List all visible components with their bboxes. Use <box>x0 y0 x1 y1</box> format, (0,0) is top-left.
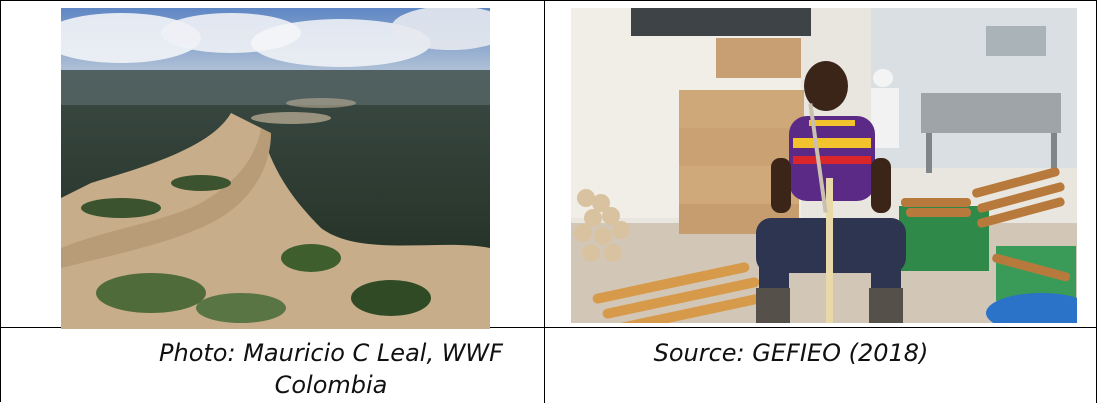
right-photo-caption: Source: GEFIEO (2018) <box>653 339 929 367</box>
left-photo-caption: Photo: Mauricio C Leal, WWF Colombia <box>159 339 503 399</box>
aerial-river-photo <box>61 8 490 329</box>
sugarcane-worker-photo <box>571 8 1077 323</box>
worker-sugarcane-peeling-icon <box>571 8 1077 323</box>
row-divider-horizontal <box>1 327 1097 328</box>
aerial-river-rainforest-icon <box>61 8 490 329</box>
table-border-right <box>1096 1 1097 403</box>
cell-divider-vertical <box>544 1 545 403</box>
